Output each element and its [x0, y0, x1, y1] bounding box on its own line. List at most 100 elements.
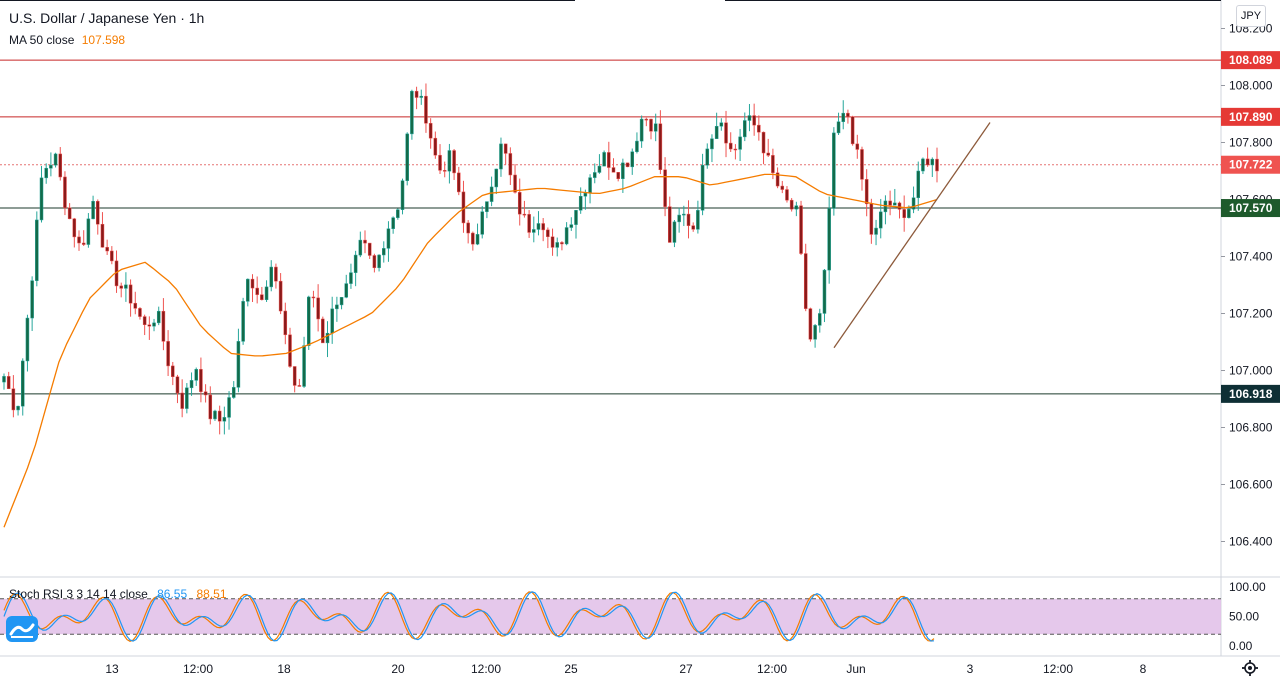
candle-body — [16, 405, 20, 411]
candle-body — [630, 151, 635, 168]
candle-body — [864, 179, 869, 205]
gear-icon[interactable] — [1240, 658, 1260, 678]
candle-body — [185, 387, 189, 409]
candle-body — [752, 115, 756, 126]
candle-body — [367, 242, 372, 256]
candle-body — [382, 248, 386, 256]
candle-body — [203, 391, 208, 396]
candle-body — [372, 255, 377, 269]
candle-body — [377, 254, 381, 269]
candle-body — [138, 308, 142, 317]
candle-body — [635, 140, 639, 152]
candle-body — [452, 150, 456, 174]
candle-body — [935, 158, 939, 172]
candle-body — [855, 143, 860, 150]
candle-body — [611, 167, 616, 173]
candle-body — [438, 154, 442, 171]
symbol-title[interactable]: U.S. Dollar / Japanese Yen · 1h — [9, 10, 205, 26]
candle-body — [227, 397, 231, 418]
price-tick-label: 107.800 — [1229, 136, 1273, 150]
candle-body — [152, 322, 156, 327]
level-label: 108.089 — [1229, 53, 1273, 67]
price-tick-label: 106.400 — [1229, 535, 1273, 549]
candle-body — [72, 218, 77, 238]
time-tick-label: 18 — [277, 662, 291, 676]
candle-body — [527, 214, 531, 233]
ma-value: 107.598 — [81, 33, 126, 47]
candle-body — [222, 417, 227, 422]
stoch-band — [0, 598, 1221, 635]
candle-body — [180, 392, 184, 409]
time-tick-label: 12:00 — [471, 662, 501, 676]
time-tick-label: 25 — [564, 662, 578, 676]
candle-body — [719, 122, 724, 127]
price-tick-label: 106.800 — [1229, 421, 1273, 435]
candle-body — [808, 308, 813, 340]
candle-body — [677, 214, 681, 223]
candle-body — [560, 242, 564, 245]
candle-body — [607, 152, 611, 168]
time-tick-label: 13 — [105, 662, 119, 676]
trendline-group — [833, 122, 991, 349]
candle-body — [653, 123, 658, 132]
candle-body — [292, 366, 297, 386]
candle-body — [321, 318, 325, 344]
candle-body — [105, 247, 109, 252]
time-tick-label: 12:00 — [757, 662, 787, 676]
candle-body — [893, 202, 897, 206]
tradingview-logo-icon[interactable] — [6, 616, 38, 642]
candle-body — [508, 153, 513, 176]
candle-body — [2, 376, 6, 383]
candle-body — [414, 90, 419, 98]
candle-body — [780, 185, 785, 190]
stoch-d-line — [3, 591, 935, 642]
candle-body — [217, 410, 222, 422]
candle-body — [766, 152, 770, 156]
currency-badge[interactable]: JPY — [1236, 5, 1266, 27]
price-tick-label: 107.000 — [1229, 364, 1273, 378]
candle-body — [457, 172, 461, 193]
candle-body — [264, 286, 269, 300]
candle-body — [499, 143, 503, 170]
candle-body — [274, 266, 278, 282]
time-axis: 13 12:00 18 20 12:00 25 27 12:00 Jun 3 12:00 8 — [105, 662, 1146, 676]
candle-body — [86, 218, 91, 245]
stoch-k-line — [3, 591, 935, 642]
candle-body — [49, 164, 53, 169]
candle-body — [353, 254, 358, 273]
time-tick-label: 12:00 — [1043, 662, 1073, 676]
candle-body — [597, 165, 602, 173]
candle-body — [208, 394, 213, 420]
candle-body — [241, 301, 245, 342]
candle-body — [532, 229, 536, 233]
candle-body — [902, 209, 906, 218]
candle-body — [25, 317, 30, 362]
stoch-label: Stoch RSI 3 3 14 14 close — [9, 587, 148, 601]
candle-body — [822, 269, 827, 314]
candle-body — [396, 209, 400, 218]
candle-body — [789, 199, 794, 210]
candle-body — [485, 201, 489, 212]
candle-body — [775, 172, 780, 187]
candle-body — [161, 310, 166, 342]
ma-line — [3, 173, 938, 528]
time-tick-label: 27 — [679, 662, 693, 676]
level-label-box — [1221, 107, 1280, 126]
candle-body — [91, 201, 95, 220]
candle-body — [785, 189, 789, 201]
candle-body — [391, 217, 395, 229]
ma-legend[interactable]: MA 50 close 107.598 — [9, 31, 204, 49]
candle-body — [850, 116, 855, 145]
candle-body — [522, 213, 527, 216]
level-label: 107.890 — [1229, 110, 1273, 124]
candle-body — [53, 153, 58, 166]
candle-body — [930, 158, 935, 166]
candle-body — [536, 223, 541, 230]
candle-body — [799, 205, 803, 254]
candle-body — [564, 227, 569, 245]
stoch-tick-label: 100.00 — [1229, 580, 1266, 594]
candle-body — [700, 164, 705, 211]
stoch-legend[interactable]: Stoch RSI 3 3 14 14 close 86.55 88.51 — [9, 587, 227, 601]
